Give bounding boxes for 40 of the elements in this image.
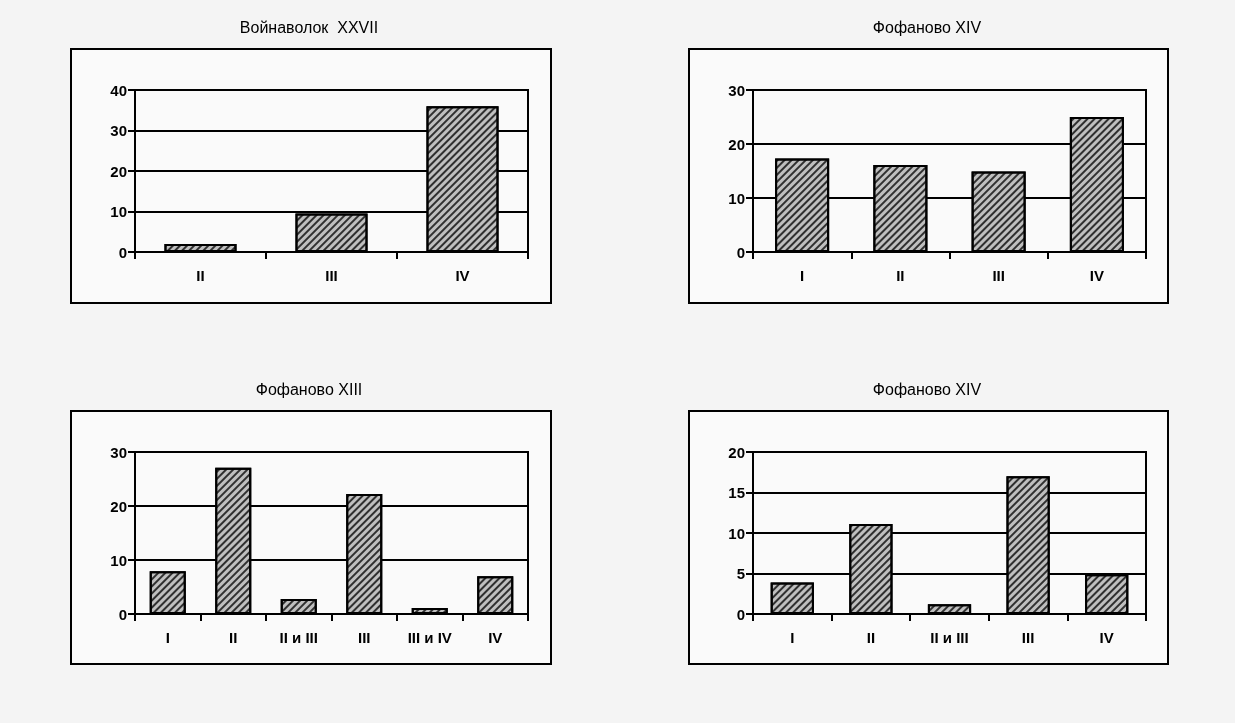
y-tick-label: 15: [727, 483, 745, 501]
y-tick-label: 20: [110, 497, 127, 514]
x-tick-label: II: [866, 628, 875, 646]
x-tick-label: I: [165, 628, 170, 646]
x-tick-label: III: [325, 267, 338, 284]
y-tick-label: 10: [727, 189, 745, 207]
x-tick-label: IV: [488, 628, 503, 646]
y-tick-label: 40: [110, 81, 127, 99]
y-tick-label: 30: [110, 122, 127, 139]
x-tick-label: IV: [1099, 628, 1114, 646]
y-tick-label: 20: [110, 162, 127, 180]
y-tick-label: 20: [727, 443, 745, 460]
x-tick-label: II и III: [929, 628, 969, 646]
x-tick-label: II: [895, 267, 905, 284]
y-tick-label: 10: [110, 203, 127, 220]
y-tick-label: 30: [727, 81, 745, 99]
x-tick-label: III: [1021, 628, 1034, 646]
y-tick-label: 0: [736, 605, 745, 622]
y-tick-label: 20: [727, 135, 745, 153]
chart-title: Войнаволок XXVII: [239, 18, 379, 36]
x-tick-label: III: [357, 628, 371, 646]
x-tick-label: II и III: [279, 628, 318, 646]
y-tick-label: 0: [118, 605, 127, 622]
y-tick-label: 5: [736, 564, 745, 582]
x-tick-label: I: [789, 628, 794, 646]
x-tick-label: IV: [455, 267, 470, 284]
x-tick-label: III: [991, 267, 1005, 284]
x-tick-label: II: [196, 267, 205, 284]
y-tick-label: 0: [118, 243, 127, 261]
y-tick-label: 30: [110, 443, 127, 460]
y-tick-label: 10: [110, 551, 127, 568]
x-tick-label: I: [799, 267, 804, 284]
chart-title: Фофаново XIV: [872, 380, 981, 397]
chart-title: Фофаново XIII: [255, 380, 363, 397]
x-tick-label: II: [229, 628, 238, 646]
y-tick-label: 10: [727, 524, 745, 541]
x-tick-label: III и IV: [407, 628, 452, 646]
chart-title: Фофаново XIV: [872, 18, 981, 36]
y-tick-label: 0: [736, 243, 745, 261]
x-tick-label: IV: [1089, 267, 1104, 284]
